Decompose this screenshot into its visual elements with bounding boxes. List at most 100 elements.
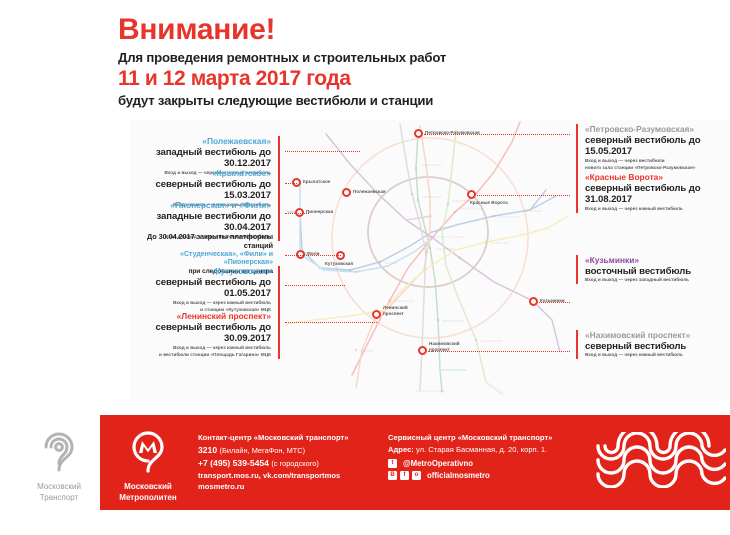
map-marker-leninsky-prospekt[interactable] [372,310,381,319]
annotation-krasnye-vorota: «Красные Ворота» северный вестибюль до 3… [576,172,726,214]
map-panel [130,120,730,400]
annotation-leninsky-prospekt: «Ленинский проспект» северный вестибюль … [138,311,280,360]
annotation-nakhimovsky-prospekt: «Нахимовский проспект» северный вестибюл… [576,330,726,360]
contact-phone-note: (с городского) [271,458,319,468]
contact-short-number-note: (Билайн, МегаФон, МТС) [219,445,306,455]
header-subtitle-works: Для проведения ремонтных и строительных … [118,49,447,65]
annotation-note-2: и станцию «Кутузовская» МЦК [200,307,271,313]
map-marker-label-petrovsko-razumovskaya: Петровско-Разумовская [425,130,480,135]
contact-short-number-row: 3210 (Билайн, МегаФон, МТС) [198,444,383,457]
annotation-station-name: «Кузьминки» [585,255,640,265]
svg-text:Парк Победы: Парк Победы [340,269,361,273]
metro-map[interactable]: Дмитровская Савёловская Театральная Авто… [280,120,575,400]
annotation-note: Вход и выход — через восточный вестибюль [164,170,271,176]
transport-spiral-icon [44,432,74,472]
svg-text:Новогиреево: Новогиреево [490,241,509,245]
leader-line-petrovsko [424,134,570,135]
annotation-main-text: восточный вестибюль [585,265,692,277]
social-handle[interactable]: officialmosmetro [427,470,490,480]
annotation-polezhaevskaya: «Полежаевская» западный вестибюль до 30.… [138,136,280,178]
svg-text:Красногвардейская: Красногвардейская [416,389,445,393]
map-marker-kuzminki[interactable] [529,297,538,306]
svg-text:Солнцево: Солнцево [310,321,325,325]
twitter-handle[interactable]: @MetroOperativno [403,458,473,468]
annotation-petrovsko-razumovskaya: «Петровско-Разумовская» северный вестибю… [576,124,726,173]
map-marker-pionerskaya[interactable] [295,208,304,217]
svg-text:Театральная: Театральная [436,247,455,251]
map-marker-petrovsko-razumovskaya[interactable] [414,129,423,138]
annotation-station-name: «Студенческая», «Фили» и «Пионерская» [180,250,273,267]
svg-text:Автозаводская: Автозаводская [442,319,464,323]
annotation-kuzminki: «Кузьминки» восточный вестибюль Вход и в… [576,255,726,285]
annotation-station-name: «Ленинский проспект» [176,311,271,321]
annotation-station-name: «Полежаевская» [202,136,271,146]
odnoklassniki-icon[interactable]: o [412,470,421,480]
svg-text:Щёлковская: Щёлковская [524,209,542,213]
contact-center-block: Контакт-центр «Московский транспорт» 321… [198,432,383,493]
annotation-main-text: северный вестибюль [585,340,687,352]
social-handles-row[interactable]: B f o officialmosmetro [388,470,598,480]
svg-text:Марьина Роща: Марьина Роща [452,199,474,203]
moscow-transport-logo: Московский Транспорт [24,428,94,504]
contact-center-title: Контакт-центр «Московский транспорт» [198,433,349,442]
leader-line-kutuzovskaya [285,285,345,286]
svg-text:Библиотека им. Ленина: Библиотека им. Ленина [430,235,465,239]
footer-white-area [0,415,100,510]
annotation-station-name: «Кутузовская» [210,266,271,276]
contact-phone-row: +7 (495) 539-5454 (с городского) [198,457,383,470]
svg-text:Дмитровская: Дмитровская [422,163,442,167]
map-marker-label-kutuzovskaya: Кутузовская [325,261,354,266]
leader-line-leninsky [285,322,377,323]
map-marker-krylatskoe[interactable] [292,178,301,187]
map-marker-label-krylatskoe: Крылатское [303,179,331,184]
leader-line-polezhaevskaya [285,151,360,152]
svg-text:Братиславская: Братиславская [480,339,503,343]
annotation-station-name: «Крылатское» [211,168,271,178]
svg-text:Тульская: Тульская [360,349,374,353]
map-marker-label-fili: Фили [307,251,320,256]
annotation-main-text: северный вестибюль до 31.08.2017 [585,182,701,206]
contact-phone[interactable]: +7 (495) 539-5454 [198,457,269,468]
map-marker-polezhaevskaya[interactable] [342,188,351,197]
service-center-address-row: Адрес: ул. Старая Басманная, д. 20, корп… [388,444,598,456]
map-marker-fili[interactable] [296,250,305,259]
moscow-metro-logo: Московский Метрополитен [108,428,188,504]
annotation-note-2: нового зала станции «Петровско-Разумовск… [585,165,696,171]
annotation-note-2: и вестибюли станции «Площадь Гагарина» М… [159,352,271,358]
map-marker-label-krasnye-vorota: Красные Ворота [470,200,508,205]
leader-line-fili [285,255,341,256]
annotation-main-text: северный вестибюль до 01.05.2017 [155,276,272,300]
facebook-icon[interactable]: f [400,470,409,480]
metro-m-spiral-icon [132,431,164,473]
map-marker-nakhimovsky-prospekt[interactable] [418,346,427,355]
contact-short-number: 3210 [198,444,218,455]
service-center-block: Сервисный центр «Московский транспорт» А… [388,432,598,480]
annotation-krylatskoe: «Крылатское» северный вестибюль до 15.03… [138,168,280,210]
address-value: ул. Старая Басманная, д. 20, корп. 1. [415,444,548,454]
annotation-pionerskaya-fili: «Пионерская» и «Фили» западные вестибюли… [138,200,280,242]
contact-websites[interactable]: transport.mos.ru, vk.com/transportmos [198,470,341,480]
leader-line-pionerskaya [285,213,309,214]
leader-line-nakhimovsky [428,351,570,352]
annotation-main-text: северный вестибюль до 15.05.2017 [585,134,701,158]
twitter-row[interactable]: t @MetroOperativno [388,458,598,468]
wave-graphic [596,424,727,489]
svg-text:Савёловская: Савёловская [422,195,442,199]
svg-text:Партизанская: Партизанская [498,215,519,219]
leader-line-kuzminki [539,302,570,303]
annotation-station-name: «Нахимовский проспект» [585,330,691,340]
annotation-note: Вход и выход — через вестибюли [585,158,665,164]
annotation-main-text: До 30.04.2017 закрыты платформы станций [146,232,273,251]
header-dates: 11 и 12 марта 2017 года [118,66,351,90]
annotation-note: при следовании из центра [188,268,274,275]
vk-icon[interactable]: B [388,470,397,480]
annotation-note: Вход и выход — через западный вестибюль [585,277,689,283]
map-marker-krasnye-vorota[interactable] [467,190,476,199]
twitter-icon[interactable]: t [388,458,397,468]
annotation-main-text: северный вестибюль до 30.09.2017 [155,321,272,345]
contact-website-metro[interactable]: mosmetro.ru [198,482,245,492]
annotation-station-name: «Пионерская» и «Фили» [170,200,271,210]
svg-text:Комсомольская: Комсомольская [460,207,483,211]
annotation-note: Вход и выход — через южный вестибюль [173,300,271,306]
map-marker-label-nakhimovsky-prospekt: Нахимовский проспект [429,341,460,352]
